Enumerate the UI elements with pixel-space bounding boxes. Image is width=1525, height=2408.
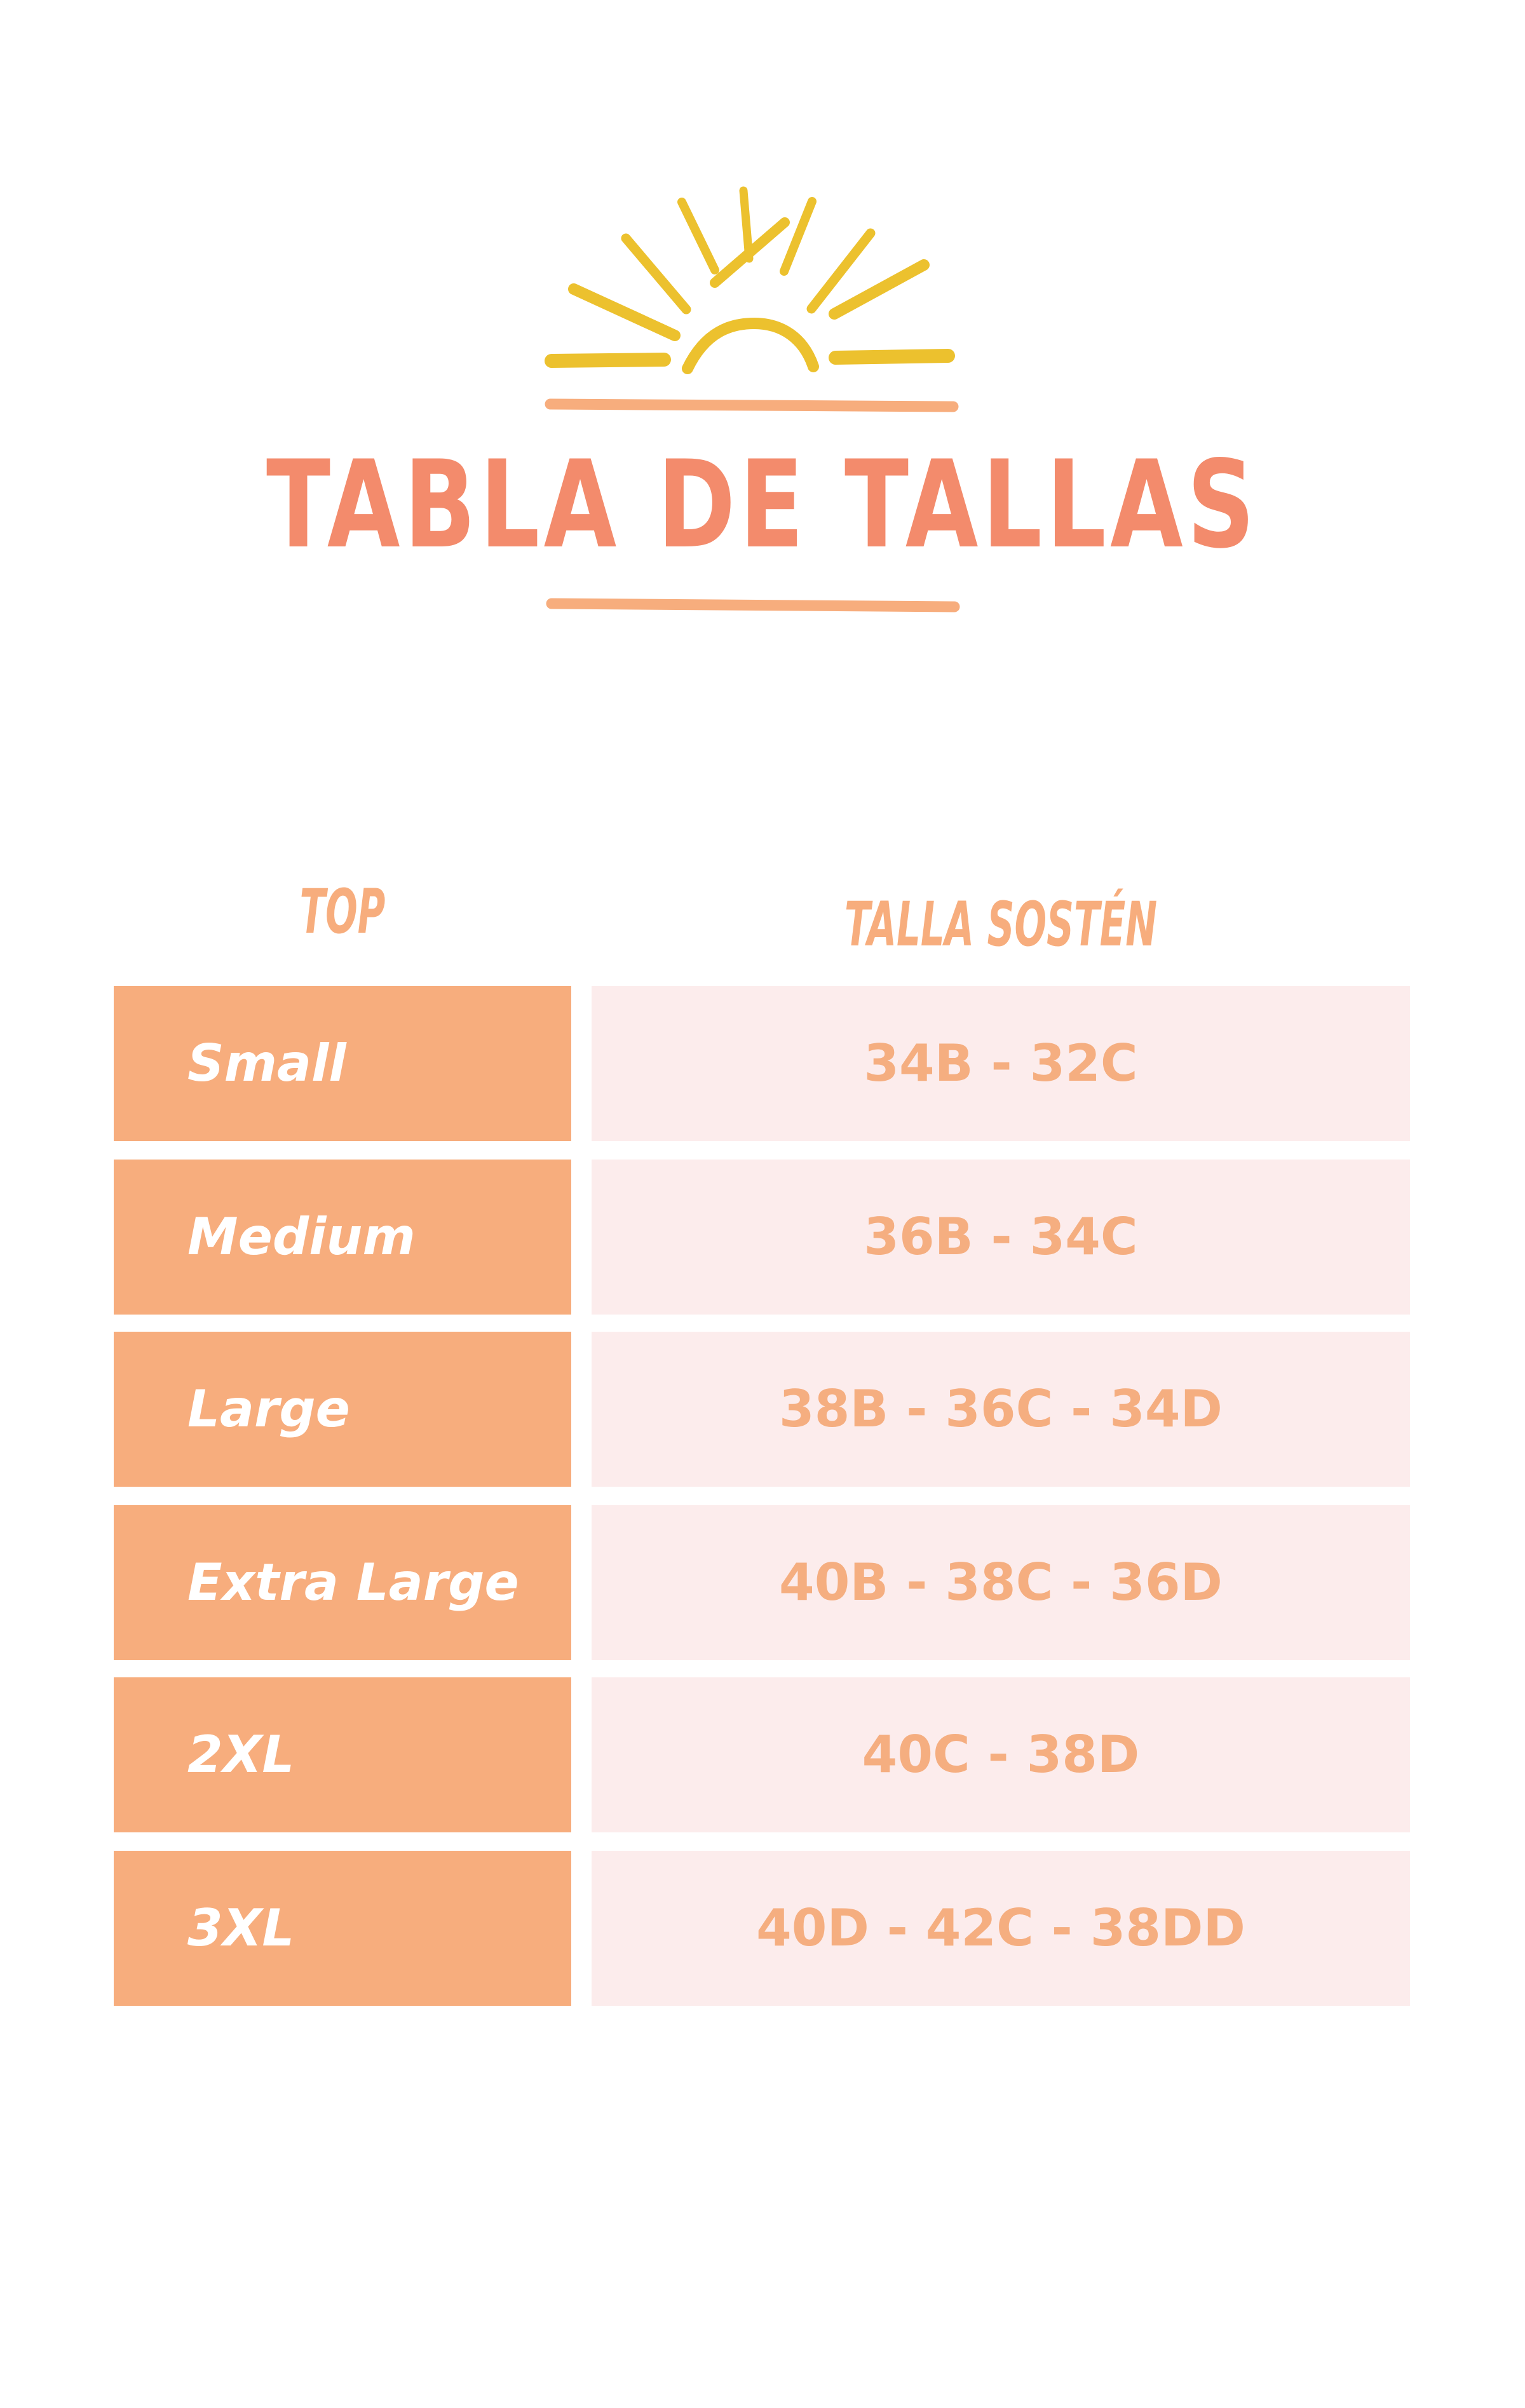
bra-size-cell: 40B - 38C - 36D xyxy=(592,1505,1410,1660)
top-size-label: 2XL xyxy=(187,1725,295,1784)
table-row: 3XL 40D - 42C - 38DD xyxy=(114,1851,1410,2006)
top-size-cell: 2XL xyxy=(114,1677,571,1832)
bra-size-cell: 36B - 34C xyxy=(592,1160,1410,1315)
top-size-label: 3XL xyxy=(187,1898,295,1958)
bra-size-value: 38B - 36C - 34D xyxy=(779,1379,1223,1438)
bra-size-value: 40C - 38D xyxy=(862,1725,1140,1784)
top-size-label: Extra Large xyxy=(187,1553,519,1612)
page-title: TABLA DE TALLAS xyxy=(266,435,1259,575)
table-row: 2XL 40C - 38D xyxy=(114,1677,1410,1832)
top-size-label: Small xyxy=(187,1034,346,1093)
bra-size-cell: 38B - 36C - 34D xyxy=(592,1332,1410,1487)
bra-size-cell: 40D - 42C - 38DD xyxy=(592,1851,1410,2006)
column-header-bra-size: TALLA SOSTÉN xyxy=(844,889,1158,960)
bra-size-value: 40B - 38C - 36D xyxy=(779,1553,1223,1612)
top-size-cell: Extra Large xyxy=(114,1505,571,1660)
bra-size-cell: 34B - 32C xyxy=(592,986,1410,1141)
top-size-label: Large xyxy=(187,1379,350,1438)
bra-size-value: 40D - 42C - 38DD xyxy=(756,1898,1245,1958)
table-row: Large 38B - 36C - 34D xyxy=(114,1332,1410,1487)
bra-size-value: 34B - 32C xyxy=(864,1034,1138,1093)
table-row: Medium 36B - 34C xyxy=(114,1160,1410,1315)
sun-rising-icon xyxy=(545,186,960,612)
table-row: Small 34B - 32C xyxy=(114,986,1410,1141)
top-size-cell: 3XL xyxy=(114,1851,571,2006)
top-size-cell: Large xyxy=(114,1332,571,1487)
bra-size-value: 36B - 34C xyxy=(864,1207,1138,1266)
top-size-cell: Small xyxy=(114,986,571,1141)
top-size-label: Medium xyxy=(187,1207,416,1266)
column-header-top: TOP xyxy=(299,876,386,947)
table-row: Extra Large 40B - 38C - 36D xyxy=(114,1505,1410,1660)
top-size-cell: Medium xyxy=(114,1160,571,1315)
bra-size-cell: 40C - 38D xyxy=(592,1677,1410,1832)
